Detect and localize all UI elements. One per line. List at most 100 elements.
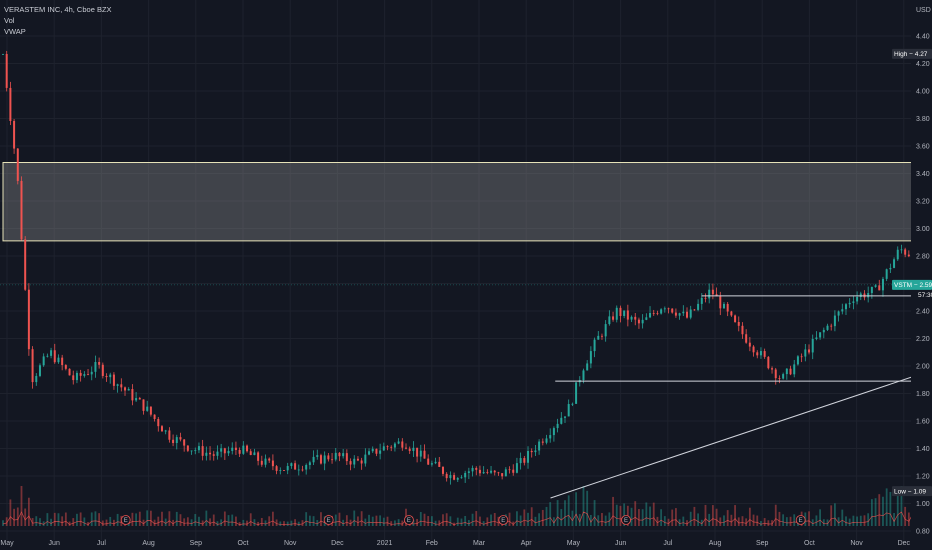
earnings-event-circle (498, 515, 509, 525)
candle-body (782, 374, 785, 379)
candle-body (711, 289, 714, 295)
volume-bar (246, 520, 248, 526)
volume-bar (368, 514, 370, 526)
candle-body (456, 478, 459, 480)
volume-bar (571, 510, 574, 526)
y-tick-label: 2.00 (916, 364, 930, 371)
candle-body (408, 448, 411, 451)
volume-bar (460, 518, 463, 526)
candle-body (741, 325, 744, 335)
candle-body (175, 437, 178, 443)
volume-bar (693, 506, 696, 526)
volume-bar (297, 521, 300, 526)
candle-body (434, 461, 437, 464)
volume-bar (889, 491, 892, 526)
candle-body (308, 462, 311, 466)
candle-body (811, 338, 814, 353)
candle-body (822, 329, 825, 333)
candle-body (608, 316, 611, 325)
candle-body (630, 316, 633, 320)
earnings-event-circle (621, 515, 631, 525)
volume-bar (312, 516, 315, 526)
volume-bar (774, 504, 777, 526)
volume-bar (904, 506, 907, 526)
earnings-event-letter: E (624, 518, 628, 524)
volume-bar (815, 515, 818, 526)
volume-bar (427, 516, 430, 526)
volume-bar (205, 510, 208, 526)
candle-body (449, 475, 452, 479)
candle-body (889, 267, 892, 270)
candle-body (634, 316, 637, 320)
volume-bar (549, 502, 552, 526)
candle-body (186, 445, 189, 451)
volume-bar (164, 518, 167, 526)
volume-bar (874, 498, 877, 526)
volume-bar (859, 515, 862, 526)
candle-body (715, 294, 718, 297)
vol-indicator-label[interactable]: Vol (4, 16, 15, 25)
vwap-indicator-label[interactable]: VWAP (4, 27, 26, 36)
candle-body (275, 466, 278, 471)
x-tick-label: Oct (804, 540, 815, 547)
candle-body (538, 441, 541, 451)
volume-bar (416, 518, 419, 526)
candle-body (841, 309, 844, 312)
candle-body (79, 372, 82, 376)
volume-bar (660, 509, 663, 526)
volume-bar (456, 517, 459, 526)
volume-bar (194, 514, 197, 526)
candle-body (105, 375, 108, 378)
candle-body (260, 460, 263, 465)
candle-body (35, 375, 38, 383)
volume-bar (841, 509, 844, 526)
x-tick-label: Aug (142, 540, 155, 547)
volume-bar (412, 520, 415, 526)
volume-bar (98, 513, 101, 526)
y-tick-label: 0.80 (916, 529, 930, 536)
candle-body (453, 475, 456, 480)
earnings-event-icon: E (795, 515, 806, 525)
candle-body (371, 448, 374, 452)
candle-body (641, 319, 644, 324)
volume-bar (345, 515, 348, 526)
candle-body (231, 447, 234, 451)
volume-bar (113, 519, 115, 526)
volume-bar (24, 508, 27, 526)
volume-bar (593, 500, 596, 526)
volume-bar (752, 514, 755, 526)
candle-body (844, 304, 847, 310)
candle-body (586, 363, 589, 371)
volume-bar (190, 519, 193, 526)
x-tick-label: Apr (521, 540, 533, 547)
symbol-title[interactable]: VERASTEM INC, 4h, Cboe BZX (4, 5, 112, 14)
candle-body (856, 297, 859, 302)
volume-bar (486, 517, 489, 526)
volume-bar (830, 505, 833, 526)
candle-body (301, 469, 304, 471)
candle-body (819, 332, 822, 338)
candle-body (116, 384, 119, 386)
y-tick-label: 3.00 (916, 226, 930, 233)
x-tick-label: Oct (238, 540, 249, 547)
earnings-events: EEEEEEEE (120, 515, 806, 525)
candle-body (172, 439, 175, 443)
volume-bar (301, 520, 304, 526)
volume-bar (68, 521, 71, 526)
volume-bar (101, 520, 104, 526)
low-price-tag-text: Low − 1.09 (894, 488, 926, 495)
chart-legend: VERASTEM INC, 4h, Cboe BZX Vol VWAP (4, 4, 112, 37)
candle-body (708, 289, 711, 299)
candle-body (16, 148, 19, 181)
volume-bar (760, 521, 762, 526)
volume-bar (138, 511, 141, 526)
candle-body (323, 455, 326, 464)
volume-bar (198, 516, 200, 526)
volume-bar (819, 509, 822, 526)
volume-bar (534, 516, 537, 526)
candle-body (364, 454, 367, 464)
candle-body (830, 325, 833, 327)
candle-body (401, 441, 404, 448)
candle-body (405, 447, 408, 449)
